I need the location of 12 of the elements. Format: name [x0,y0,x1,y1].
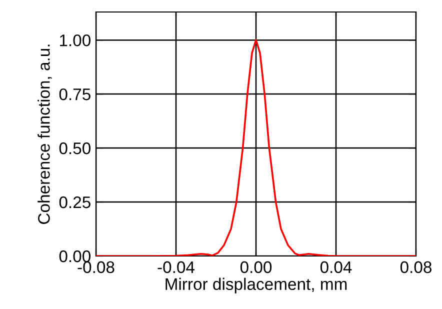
y-tick-label: 0.25 [59,196,90,208]
x-axis-title: Mirror displacement, mm [166,278,347,294]
x-tick-label: 0.08 [400,261,432,274]
y-tick-label: 1.00 [60,34,90,46]
x-tick-label: 0.04 [320,261,352,274]
y-tick-label: 0.75 [59,88,90,100]
y-axis-title: Coherence function, a.u. [38,44,52,224]
y-tick-label: 0.00 [59,250,90,262]
x-tick-label: -0.08 [78,261,114,274]
x-tick-label: -0.04 [158,261,195,274]
x-tick-label: 0.00 [240,261,272,274]
y-tick-label: 0.50 [59,142,90,154]
